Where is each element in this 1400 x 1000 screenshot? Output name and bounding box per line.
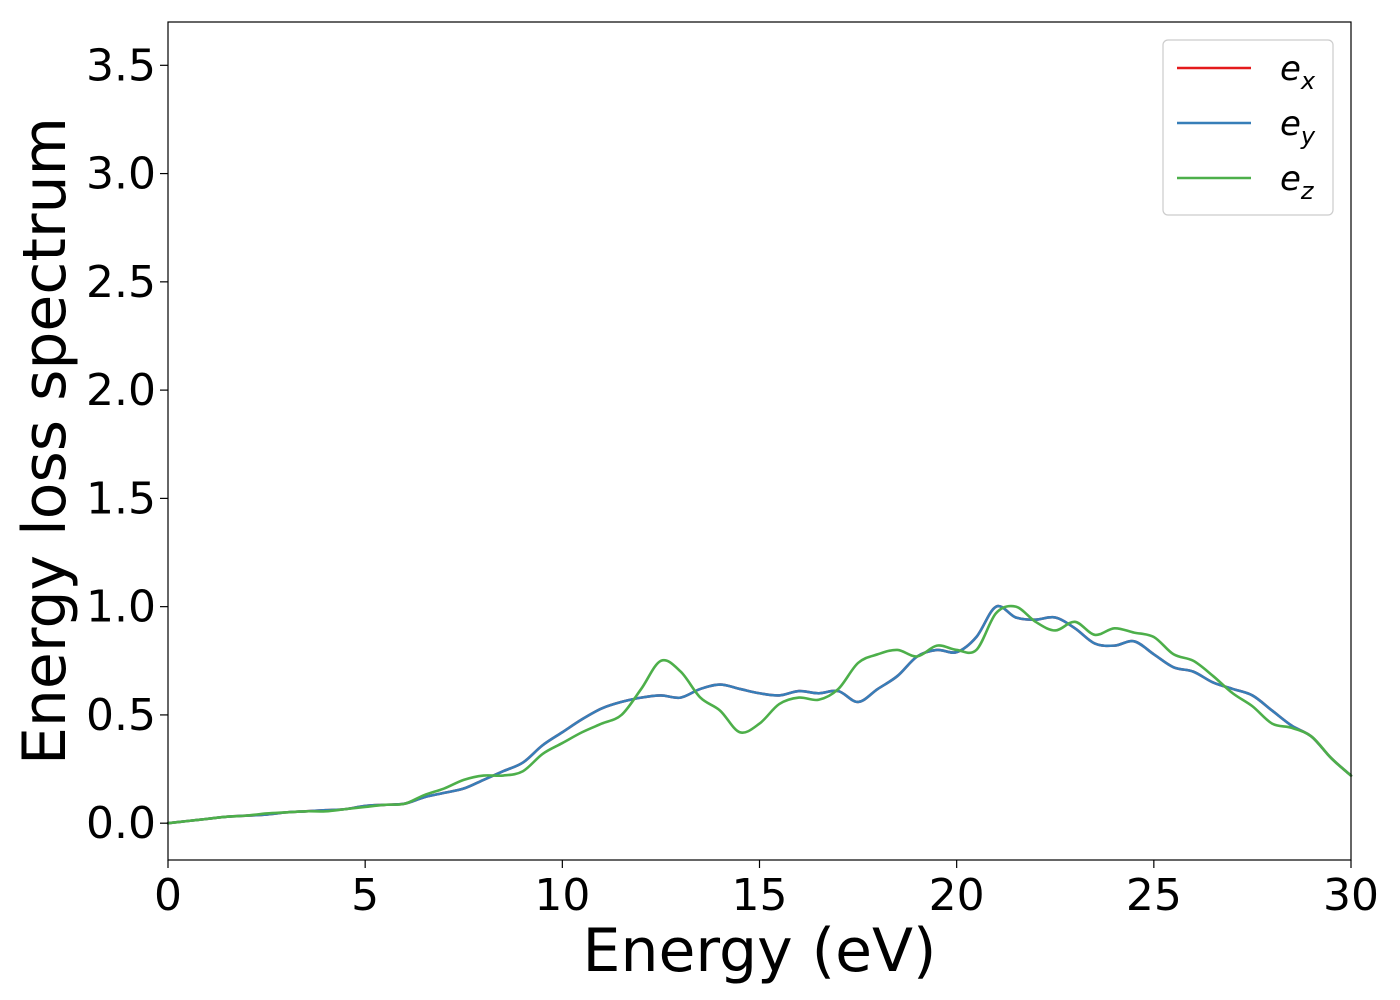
- y-tick-label: 2.5: [86, 257, 156, 308]
- x-tick-label: 20: [929, 870, 985, 921]
- y-axis: 0.0 0.5 1.0 1.5 2.0 2.5 3.0 3.5: [86, 40, 168, 849]
- y-tick-label: 0.0: [86, 798, 156, 849]
- x-tick-label: 10: [534, 870, 590, 921]
- y-tick-label: 1.5: [86, 473, 156, 524]
- y-tick-label: 3.5: [86, 40, 156, 91]
- plot-area: [168, 22, 1351, 860]
- y-tick-label: 0.5: [86, 690, 156, 741]
- series-layer: [166, 604, 1353, 825]
- x-tick-label: 25: [1126, 870, 1182, 921]
- x-axis: 0 5 10 15 20 25 30: [154, 860, 1379, 921]
- x-axis-title: Energy (eV): [583, 916, 937, 986]
- x-tick-label: 5: [351, 870, 379, 921]
- x-tick-label: 0: [154, 870, 182, 921]
- x-tick-label: 30: [1323, 870, 1379, 921]
- legend-box: [1162, 39, 1334, 216]
- x-tick-label: 15: [732, 870, 788, 921]
- y-axis-title: Energy loss spectrum: [10, 117, 80, 765]
- y-tick-label: 2.0: [86, 365, 156, 416]
- y-tick-label: 1.0: [86, 582, 156, 633]
- y-tick-label: 3.0: [86, 149, 156, 200]
- legend-label-y: ey: [1280, 104, 1316, 150]
- series-line-z: [166, 604, 1353, 825]
